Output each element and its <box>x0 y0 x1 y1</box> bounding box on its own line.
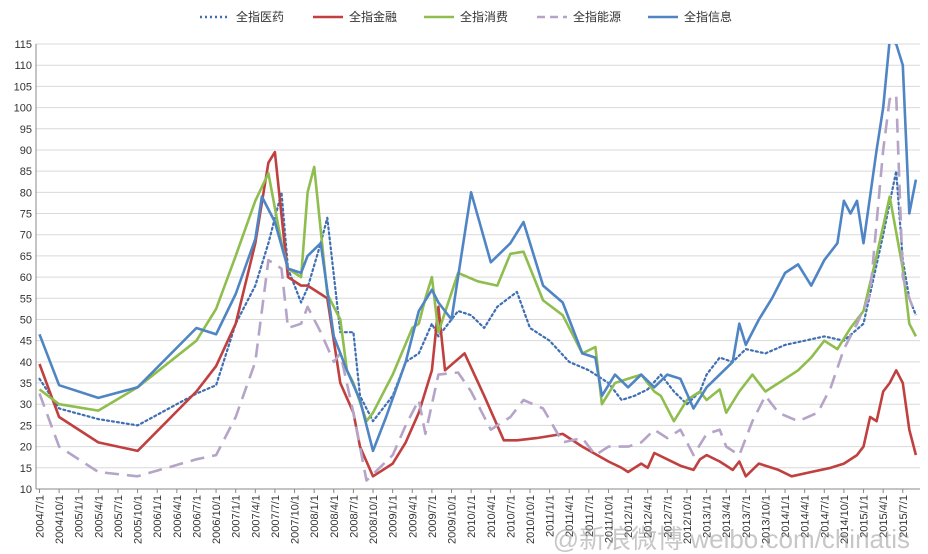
x-tick-label: 2009/4/1 <box>407 495 419 538</box>
x-tick-label: 2007/4/1 <box>250 495 262 538</box>
y-tick-label: 70 <box>20 230 32 242</box>
x-tick-label: 2006/4/1 <box>172 495 184 538</box>
x-tick-label: 2011/4/1 <box>564 495 576 537</box>
x-tick-label: 2010/4/1 <box>486 495 498 538</box>
legend-label-5: 全指信息 <box>684 9 732 24</box>
y-tick-label: 10 <box>20 484 32 496</box>
series-layer <box>38 44 918 482</box>
x-tick-label: 2009/10/1 <box>447 495 459 544</box>
series-line-1 <box>38 170 917 427</box>
series-line-4 <box>38 93 918 482</box>
x-tick-label: 2008/4/1 <box>329 495 341 538</box>
x-tick-label: 2012/7/1 <box>662 495 674 538</box>
y-tick-label: 100 <box>14 103 32 115</box>
x-tick-label: 2015/7/1 <box>898 495 910 538</box>
y-tick-label: 85 <box>20 166 32 178</box>
x-tick-label: 2009/7/1 <box>427 495 439 538</box>
x-tick-label: 2014/7/1 <box>819 495 831 538</box>
watermark-text: @新浪微博 weibo.com/chinatis <box>553 524 910 554</box>
legend-label-3: 全指消费 <box>460 9 508 24</box>
x-tick-label: 2014/10/1 <box>839 495 851 544</box>
series-line-5 <box>38 44 918 453</box>
x-tick-label: 2012/1/1 <box>623 495 635 538</box>
y-tick-label: 40 <box>20 357 32 369</box>
x-tick-label: 2008/10/1 <box>368 495 380 544</box>
x-tick-label: 2014/4/1 <box>800 495 812 538</box>
x-tick-label: 2004/10/1 <box>54 495 66 544</box>
x-tick-label: 2007/7/1 <box>270 495 282 538</box>
x-tick-label: 2010/10/1 <box>525 495 537 544</box>
y-tick-label: 60 <box>20 272 32 284</box>
x-tick-label: 2011/1/1 <box>545 495 557 537</box>
x-tick-label: 2005/10/1 <box>133 495 145 544</box>
x-tick-label: 2006/7/1 <box>191 495 203 538</box>
y-tick-label: 95 <box>20 124 32 136</box>
x-tick-label: 2013/1/1 <box>702 495 714 538</box>
x-tick-label: 2014/1/1 <box>780 495 792 538</box>
legend-label-1: 全指医药 <box>236 9 284 24</box>
legend-label-2: 全指金融 <box>349 9 397 24</box>
x-tick-label: 2006/10/1 <box>211 495 223 544</box>
x-tick-label: 2011/10/1 <box>603 495 615 543</box>
x-tick-label: 2010/1/1 <box>466 495 478 538</box>
y-tick-label: 15 <box>20 463 32 475</box>
x-tick-label: 2010/7/1 <box>505 495 517 538</box>
y-tick-label: 55 <box>20 293 32 305</box>
y-tick-label: 45 <box>20 336 32 348</box>
y-axis: 10 15 20 25 30 35 40 45 50 55 60 65 70 75 80 85 90 95 100 1… <box>14 39 37 496</box>
x-tick-label: 2011/7/1 <box>584 495 596 537</box>
x-tick-label: 2013/10/1 <box>760 495 772 544</box>
y-tick-label: 115 <box>14 39 32 51</box>
x-tick-label: 2007/10/1 <box>290 495 302 544</box>
x-tick-label: 2005/7/1 <box>113 495 125 538</box>
x-tick-label: 2005/4/1 <box>93 495 105 538</box>
y-tick-label: 80 <box>20 187 32 199</box>
x-tick-label: 2005/1/1 <box>74 495 86 538</box>
x-tick-label: 2013/4/1 <box>721 495 733 538</box>
x-tick-label: 2012/4/1 <box>643 495 655 538</box>
x-tick-label: 2008/1/1 <box>309 495 321 538</box>
legend-label-4: 全指能源 <box>573 9 621 24</box>
y-tick-label: 75 <box>20 209 32 221</box>
x-tick-label: 2012/10/1 <box>682 495 694 544</box>
x-tick-label: 2015/1/1 <box>859 495 871 538</box>
y-tick-label: 110 <box>14 60 32 72</box>
y-tick-label: 30 <box>20 399 32 411</box>
y-tick-label: 20 <box>20 442 32 454</box>
y-tick-label: 105 <box>14 81 32 93</box>
x-tick-label: 2004/7/1 <box>34 495 46 538</box>
x-tick-label: 2007/1/1 <box>231 495 243 538</box>
y-tick-label: 35 <box>20 378 32 390</box>
y-tick-label: 65 <box>20 251 32 263</box>
x-tick-label: 2009/1/1 <box>388 495 400 538</box>
x-axis: 2004/7/1 2004/10/1 2005/1/1 2005/4/1 2005/7/… <box>34 488 920 544</box>
x-tick-label: 2008/7/1 <box>348 495 360 538</box>
series-line-2 <box>38 150 918 478</box>
x-tick-label: 2006/1/1 <box>152 495 164 538</box>
y-tick-label: 90 <box>20 145 32 157</box>
x-tick-label: 2015/4/1 <box>878 495 890 538</box>
y-tick-label: 50 <box>20 314 32 326</box>
grid-lines <box>36 43 920 490</box>
x-tick-label: 2013/7/1 <box>741 495 753 538</box>
y-tick-label: 25 <box>20 420 32 432</box>
chart-legend: 全指医药 全指金融 全指消费 全指能源 全指信息 <box>200 9 732 24</box>
